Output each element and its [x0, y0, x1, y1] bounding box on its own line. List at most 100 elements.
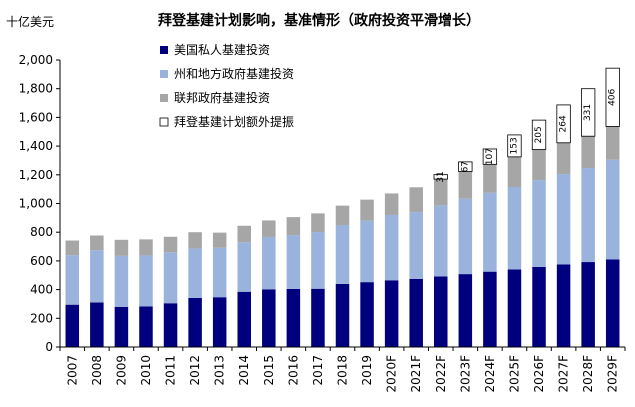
- bar-segment: [237, 291, 251, 347]
- bar-segment: [90, 302, 104, 347]
- data-label: 331: [583, 104, 593, 121]
- bar-segment: [335, 225, 350, 284]
- bar-segment: [605, 67, 620, 127]
- bar-segment: [482, 148, 498, 165]
- bar-segment: [458, 161, 473, 172]
- bar-segment: [188, 248, 202, 298]
- bar-segment: [311, 288, 325, 347]
- bar-segment: [434, 179, 448, 206]
- bar-segment: [360, 199, 374, 221]
- data-label: 264: [559, 115, 569, 132]
- bar-segment: [433, 174, 448, 180]
- x-tick-label: 2025F: [507, 355, 521, 393]
- bar-segment: [384, 193, 399, 215]
- bar-segment: [335, 283, 350, 347]
- bar-segment: [65, 255, 80, 305]
- bar-segment: [581, 262, 595, 347]
- bar-segment: [434, 276, 448, 347]
- bar-segment: [458, 171, 473, 199]
- y-tick-label: 200: [30, 311, 53, 325]
- bar-segment: [114, 255, 129, 307]
- y-tick-label: 1,200: [19, 168, 53, 182]
- bar-segment: [212, 247, 227, 298]
- bar-segment: [556, 142, 571, 175]
- bar-segment: [90, 250, 104, 303]
- bar-segment: [605, 159, 620, 260]
- x-tick-label: 2011: [164, 355, 178, 386]
- data-label: 31: [436, 171, 446, 182]
- x-tick-label: 2015: [262, 355, 276, 386]
- y-unit-label: 十亿美元: [6, 14, 54, 29]
- bar-segment: [580, 88, 596, 137]
- y-tick-label: 2,000: [19, 53, 53, 67]
- bar-segment: [262, 236, 276, 290]
- x-tick-label: 2022F: [434, 355, 448, 393]
- bar-segment: [605, 126, 620, 160]
- x-tick-label: 2012: [188, 355, 202, 386]
- bar-segment: [212, 232, 227, 248]
- legend-swatch: [159, 117, 169, 127]
- chart-title: 拜登基建计划影响，基准情形（政府投资平滑增长）: [158, 12, 480, 29]
- bar-segment: [507, 186, 522, 270]
- x-tick-label: 2019: [360, 355, 374, 386]
- bar-segment: [65, 240, 80, 256]
- bar-segment: [458, 274, 473, 347]
- bar-segment: [90, 235, 104, 251]
- bar-segment: [262, 289, 276, 347]
- legend-label: 联邦政府基建投资: [174, 90, 270, 105]
- bar-segment: [556, 174, 571, 265]
- bar-segment: [483, 271, 497, 347]
- bar-segment: [311, 232, 325, 289]
- x-tick-label: 2023F: [458, 355, 472, 393]
- bar-segment: [483, 192, 497, 272]
- x-tick-label: 2021F: [409, 355, 423, 393]
- legend-swatch: [160, 94, 168, 102]
- bar-segment: [532, 149, 546, 181]
- data-label: 406: [608, 88, 618, 105]
- bar-segment: [286, 288, 301, 347]
- x-tick-label: 2027F: [557, 355, 571, 393]
- bar-segment: [262, 220, 276, 237]
- legend-swatch: [160, 70, 168, 78]
- bar-segment: [532, 180, 546, 267]
- bar-segment: [556, 264, 571, 347]
- bar-segment: [139, 306, 153, 347]
- bar-segment: [507, 134, 522, 158]
- x-tick-label: 2009: [114, 355, 128, 386]
- bar-segment: [286, 235, 301, 289]
- bar-segment: [531, 119, 547, 150]
- bar-segment: [556, 104, 571, 144]
- data-label: 205: [534, 126, 544, 143]
- bar-segment: [237, 225, 251, 243]
- data-label: 153: [509, 137, 519, 154]
- bar-segment: [163, 303, 178, 347]
- bar-segment: [409, 212, 423, 279]
- y-tick-label: 1,000: [19, 197, 53, 211]
- bar-segment: [532, 266, 546, 347]
- data-label: 107: [485, 148, 495, 165]
- y-tick-label: 0: [45, 340, 53, 354]
- x-tick-label: 2008: [90, 355, 104, 386]
- legend-label: 拜登基建计划额外提振: [174, 114, 294, 129]
- x-tick-label: 2029F: [606, 355, 620, 393]
- bar-segment: [114, 239, 129, 256]
- bar-segment: [139, 255, 153, 307]
- bar-segment: [434, 205, 448, 277]
- bar-segment: [581, 136, 595, 169]
- bar-segment: [188, 297, 202, 347]
- x-axis: 2007 2008 2009 2010 2011 2012 2013 2014 2015 2016…: [59, 346, 626, 393]
- x-tick-label: 2017: [311, 355, 325, 386]
- bar-segment: [237, 242, 251, 292]
- data-label: 67: [460, 161, 470, 172]
- bar-segment: [507, 156, 522, 187]
- bars: 31 67 107 153 205 264 331 406: [65, 67, 620, 347]
- legend-swatch: [160, 46, 168, 54]
- y-tick-label: 1,400: [19, 139, 53, 153]
- bar-segment: [458, 198, 473, 275]
- bar-segment: [311, 213, 325, 233]
- y-tick-label: 800: [30, 225, 53, 239]
- bar-segment: [605, 259, 620, 347]
- y-tick-label: 600: [30, 254, 53, 268]
- bar-segment: [65, 304, 80, 347]
